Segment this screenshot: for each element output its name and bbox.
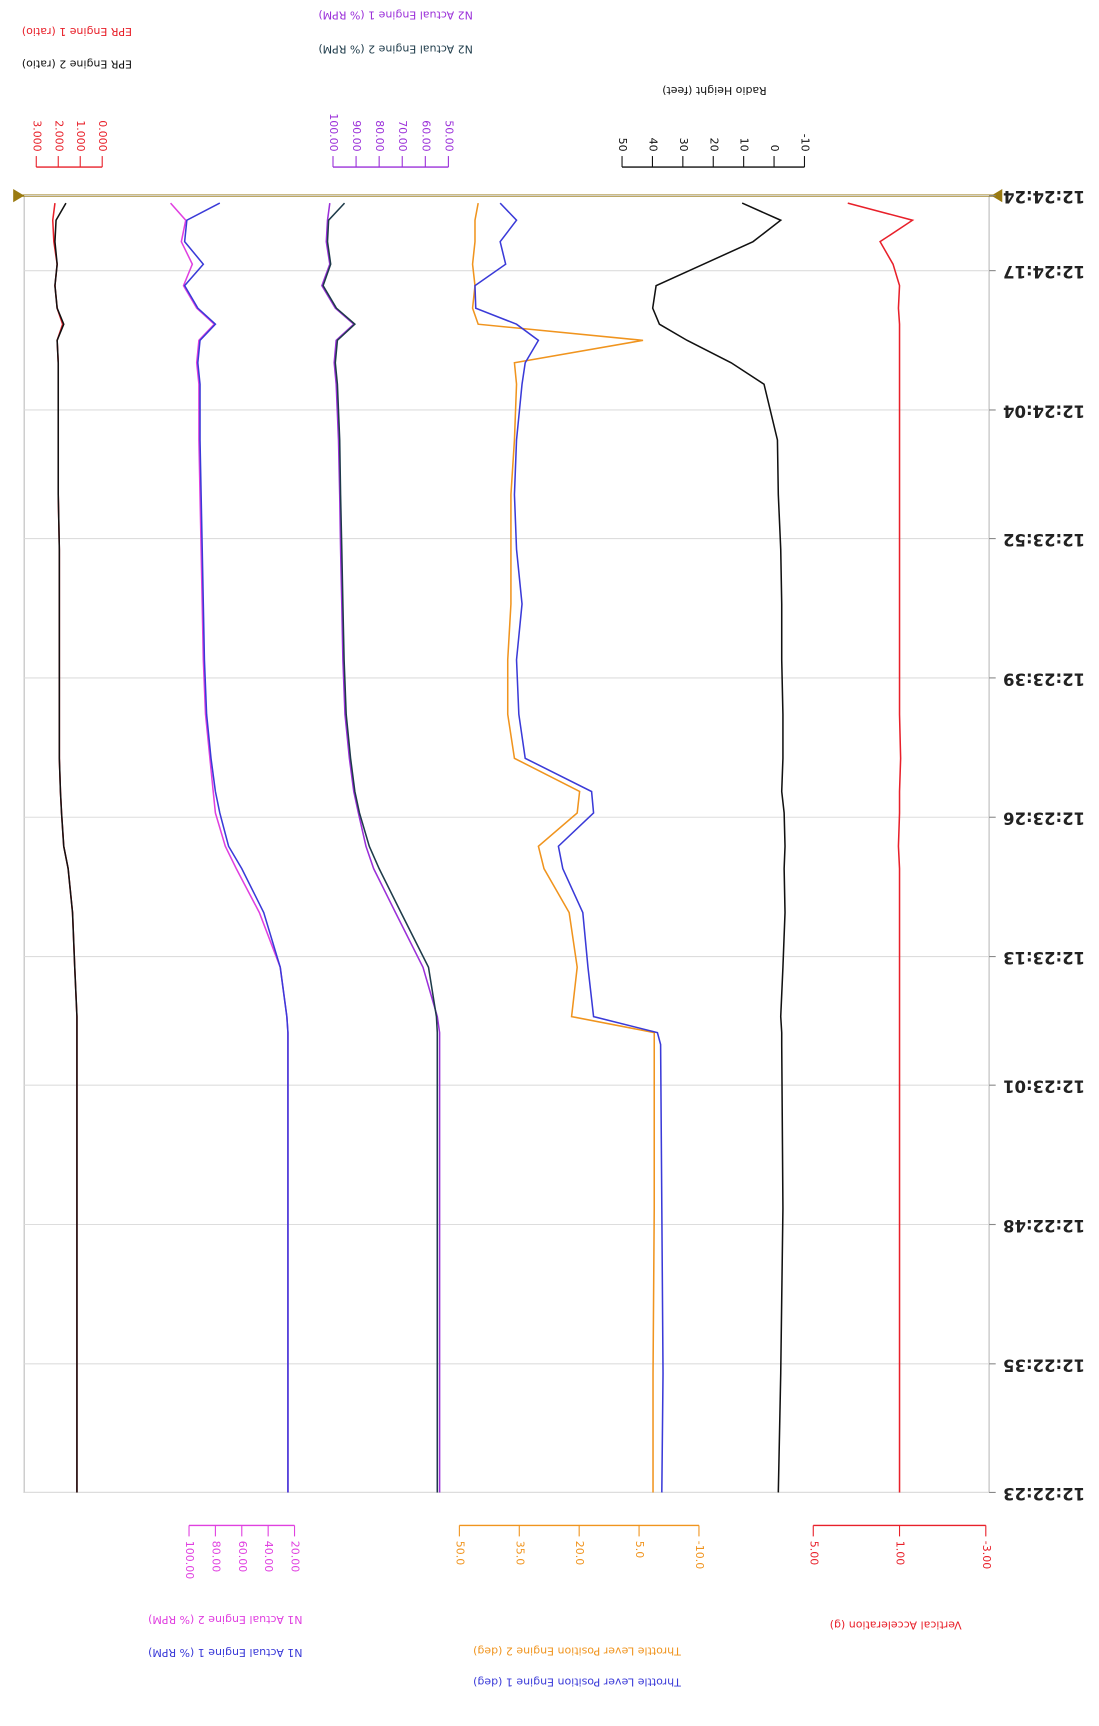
y-tick-label: 0 — [768, 145, 781, 152]
legend-label: N1 Actual Engine 2 (% RPM) — [148, 1613, 302, 1626]
y-tick-label: 20.00 — [289, 1541, 302, 1572]
legend-label: N2 Actual Engine 2 (% RPM) — [318, 42, 472, 55]
series-line — [847, 202, 915, 1493]
x-tick-label: 12:23:26 — [1003, 809, 1085, 828]
y-tick-label: 70.00 — [396, 120, 409, 151]
series-line — [183, 202, 289, 1493]
y-tick-label: 50.00 — [442, 120, 455, 151]
legend-label: EPR Engine 2 (ratio) — [22, 58, 132, 71]
series-line — [322, 202, 439, 1493]
legend-label: Vertical Acceleration (g) — [830, 1618, 962, 1631]
y-tick-label: 80.00 — [373, 120, 386, 151]
series-line — [321, 202, 441, 1493]
y-tick-label: 5.0 — [633, 1541, 646, 1558]
series-line — [54, 202, 78, 1493]
x-tick-label: 12:22:35 — [1003, 1355, 1085, 1374]
y-tick-label: 60.00 — [419, 120, 432, 151]
x-tick-label: 12:22:48 — [1003, 1216, 1085, 1235]
y-tick-label: 100.00 — [183, 1541, 196, 1579]
y-tick-label: 80.00 — [209, 1541, 222, 1572]
series-line — [474, 202, 664, 1493]
series-line — [651, 202, 786, 1493]
y-tick-label: 100.00 — [327, 113, 340, 151]
legend-label: N1 Actual Engine 1 (% RPM) — [148, 1646, 302, 1659]
legend-label: Throttle Lever Position Engine 1 (deg) — [473, 1675, 682, 1688]
y-tick-label: 20 — [707, 138, 720, 152]
legend-label: N2 Actual Engine 1 (% RPM) — [318, 8, 472, 21]
y-tick-label: 0.000 — [96, 120, 109, 151]
x-tick-label: 12:24:04 — [1003, 401, 1085, 420]
y-tick-label: 20.0 — [573, 1541, 586, 1565]
y-tick-label: 30 — [677, 138, 690, 152]
plot-frame — [23, 195, 990, 1493]
y-tick-label: 3.000 — [30, 120, 43, 151]
series-line — [51, 202, 78, 1493]
x-tick-label: 12:23:13 — [1003, 948, 1085, 967]
y-tick-label: -3.00 — [980, 1541, 993, 1569]
y-tick-label: 10 — [738, 138, 751, 152]
series-line — [471, 202, 656, 1493]
plot-root: 12:24:24 12:24:17 12:24:04 12:23:52 12:23:39… — [13, 8, 1085, 1688]
legend-label: Radio Height (feet) — [662, 84, 766, 97]
y-tick-label: 1.00 — [894, 1541, 907, 1565]
cursor-marker — [13, 189, 25, 203]
x-tick-label: 12:23:01 — [1003, 1077, 1085, 1096]
y-tick-label: 90.00 — [350, 120, 363, 151]
y-tick-label: 35.0 — [513, 1541, 526, 1565]
x-tick-label: 12:22:23 — [1003, 1484, 1085, 1503]
y-tick-label: 2.000 — [52, 120, 65, 151]
x-tick-label: 12:23:39 — [1003, 669, 1085, 688]
legend-label: Throttle Lever Position Engine 2 (deg) — [473, 1645, 682, 1658]
y-tick-label: 50.0 — [453, 1541, 466, 1565]
y-tick-label: -10 — [798, 134, 811, 152]
x-tick-label: 12:24:24 — [1003, 187, 1085, 206]
x-tick-label: 12:23:52 — [1003, 530, 1085, 549]
cursor-marker — [991, 189, 1003, 203]
y-tick-label: 5.00 — [807, 1541, 820, 1565]
y-tick-label: 40.00 — [262, 1541, 275, 1572]
x-tick-label: 12:24:17 — [1003, 262, 1085, 281]
y-tick-label: 50 — [616, 138, 629, 152]
y-tick-label: -10.0 — [693, 1541, 706, 1569]
legend-label: EPR Engine 1 (ratio) — [22, 25, 132, 38]
y-tick-label: 40 — [646, 138, 659, 152]
y-tick-label: 1.000 — [74, 120, 87, 151]
y-tick-label: 60.00 — [236, 1541, 249, 1572]
